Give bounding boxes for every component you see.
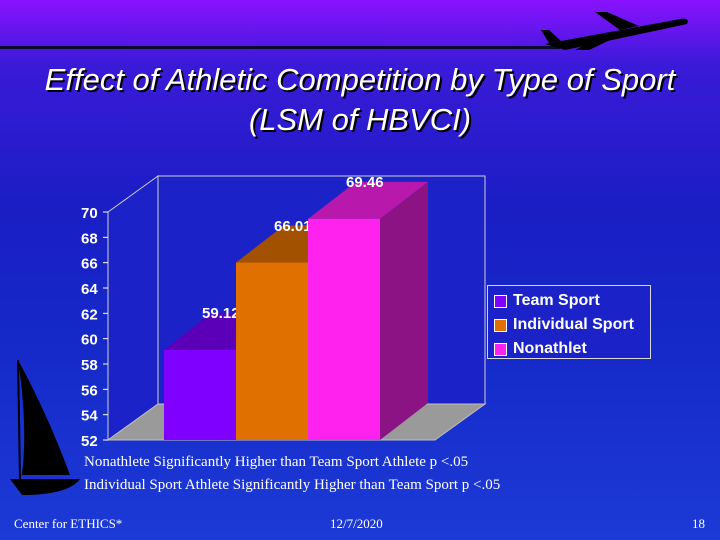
chart-side-wall — [107, 175, 159, 441]
y-tick-label: 60 — [81, 332, 98, 349]
legend-item-team-sport: Team Sport — [494, 289, 644, 313]
bar-side-nonathlet — [380, 181, 428, 440]
y-tick-label: 68 — [81, 230, 98, 247]
slide-title: Effect of Athletic Competition by Type o… — [44, 62, 676, 137]
y-tick-label: 52 — [81, 433, 98, 450]
significance-note-2: Individual Sport Athlete Significantly H… — [84, 477, 501, 493]
bar-nonathlet — [308, 218, 380, 440]
data-label-team-sport: 59.12 — [202, 305, 240, 322]
bar-top-nonathlet — [308, 181, 428, 219]
header-rule — [0, 46, 560, 49]
bar-individual-sport — [236, 262, 308, 440]
airplane-icon — [541, 12, 688, 50]
data-label-individual-sport: 66.01 — [274, 218, 312, 235]
y-tick-label: 56 — [81, 382, 98, 399]
sailboat-icon — [10, 359, 80, 495]
legend-item-nonathlet: Nonathlet — [494, 337, 644, 361]
footer-page-number: 18 — [692, 516, 705, 531]
legend-swatch-individual-sport — [494, 318, 507, 332]
y-tick-label: 62 — [81, 306, 98, 323]
y-tick-label: 58 — [81, 357, 98, 374]
y-tick-label: 66 — [81, 256, 98, 273]
significance-note-1: Nonathlete Significantly Higher than Tea… — [84, 454, 469, 470]
legend-swatch-team-sport — [494, 294, 507, 308]
y-tick-label: 54 — [81, 408, 98, 425]
bar-team-sport — [164, 349, 236, 440]
legend-label-team-sport: Team Sport — [513, 292, 600, 309]
legend-label-nonathlet: Nonathlet — [513, 340, 587, 357]
legend-label-individual-sport: Individual Sport — [513, 316, 634, 333]
data-label-nonathlet: 69.46 — [346, 174, 384, 191]
legend-item-individual-sport: Individual Sport — [494, 313, 644, 337]
chart-legend: Team Sport Individual Sport Nonathlet — [487, 285, 651, 359]
legend-swatch-nonathlet — [494, 342, 507, 356]
footer-date: 12/7/2020 — [330, 516, 383, 531]
y-tick-label: 64 — [81, 281, 98, 298]
y-tick-label: 70 — [81, 205, 98, 222]
footer-left: Center for ETHICS* — [14, 516, 123, 531]
